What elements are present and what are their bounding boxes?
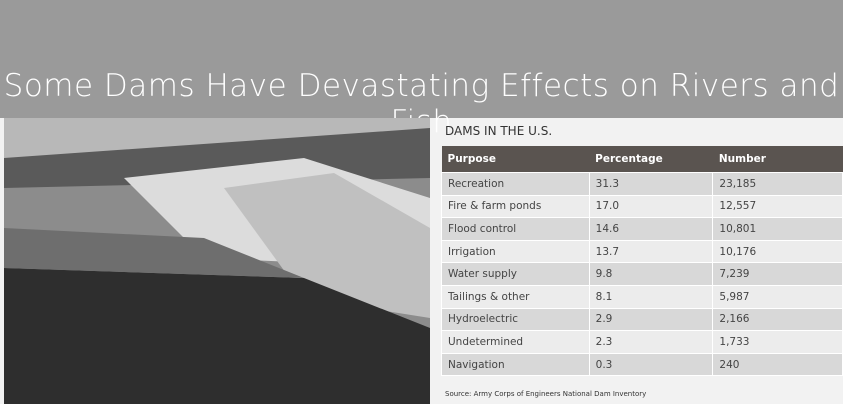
table-cell: Water supply xyxy=(442,263,590,286)
table-cell: Undetermined xyxy=(442,331,590,354)
table-cell: 31.3 xyxy=(589,173,713,196)
table-cell: 14.6 xyxy=(589,218,713,241)
table-cell: Hydroelectric xyxy=(442,308,590,331)
table-cell: 240 xyxy=(713,353,843,376)
column-header: Percentage xyxy=(589,146,713,173)
table-cell: 23,185 xyxy=(713,173,843,196)
table-cell: Recreation xyxy=(442,173,590,196)
table-cell: 17.0 xyxy=(589,195,713,218)
table-cell: Tailings & other xyxy=(442,285,590,308)
column-header: Number xyxy=(713,146,843,173)
table-cell: Irrigation xyxy=(442,240,590,263)
table-title: DAMS IN THE U.S. xyxy=(445,124,552,138)
table-cell: 1,733 xyxy=(713,331,843,354)
table-cell: 2.3 xyxy=(589,331,713,354)
table-cell: 12,557 xyxy=(713,195,843,218)
table-cell: 2.9 xyxy=(589,308,713,331)
slide: Some Dams Have Devastating Effects on Ri… xyxy=(0,0,843,404)
dam-photo xyxy=(4,118,430,404)
table-cell: 5,987 xyxy=(713,285,843,308)
table-cell: Flood control xyxy=(442,218,590,241)
column-header: Purpose xyxy=(442,146,590,173)
table-cell: 9.8 xyxy=(589,263,713,286)
table-cell: 8.1 xyxy=(589,285,713,308)
table-cell: 7,239 xyxy=(713,263,843,286)
table-cell: 10,801 xyxy=(713,218,843,241)
table-cell: 2,166 xyxy=(713,308,843,331)
table-cell: 10,176 xyxy=(713,240,843,263)
table-cell: 0.3 xyxy=(589,353,713,376)
source-note: Source: Army Corps of Engineers National… xyxy=(445,390,646,398)
table-cell: 13.7 xyxy=(589,240,713,263)
table-cell: Navigation xyxy=(442,353,590,376)
table-cell: Fire & farm ponds xyxy=(442,195,590,218)
